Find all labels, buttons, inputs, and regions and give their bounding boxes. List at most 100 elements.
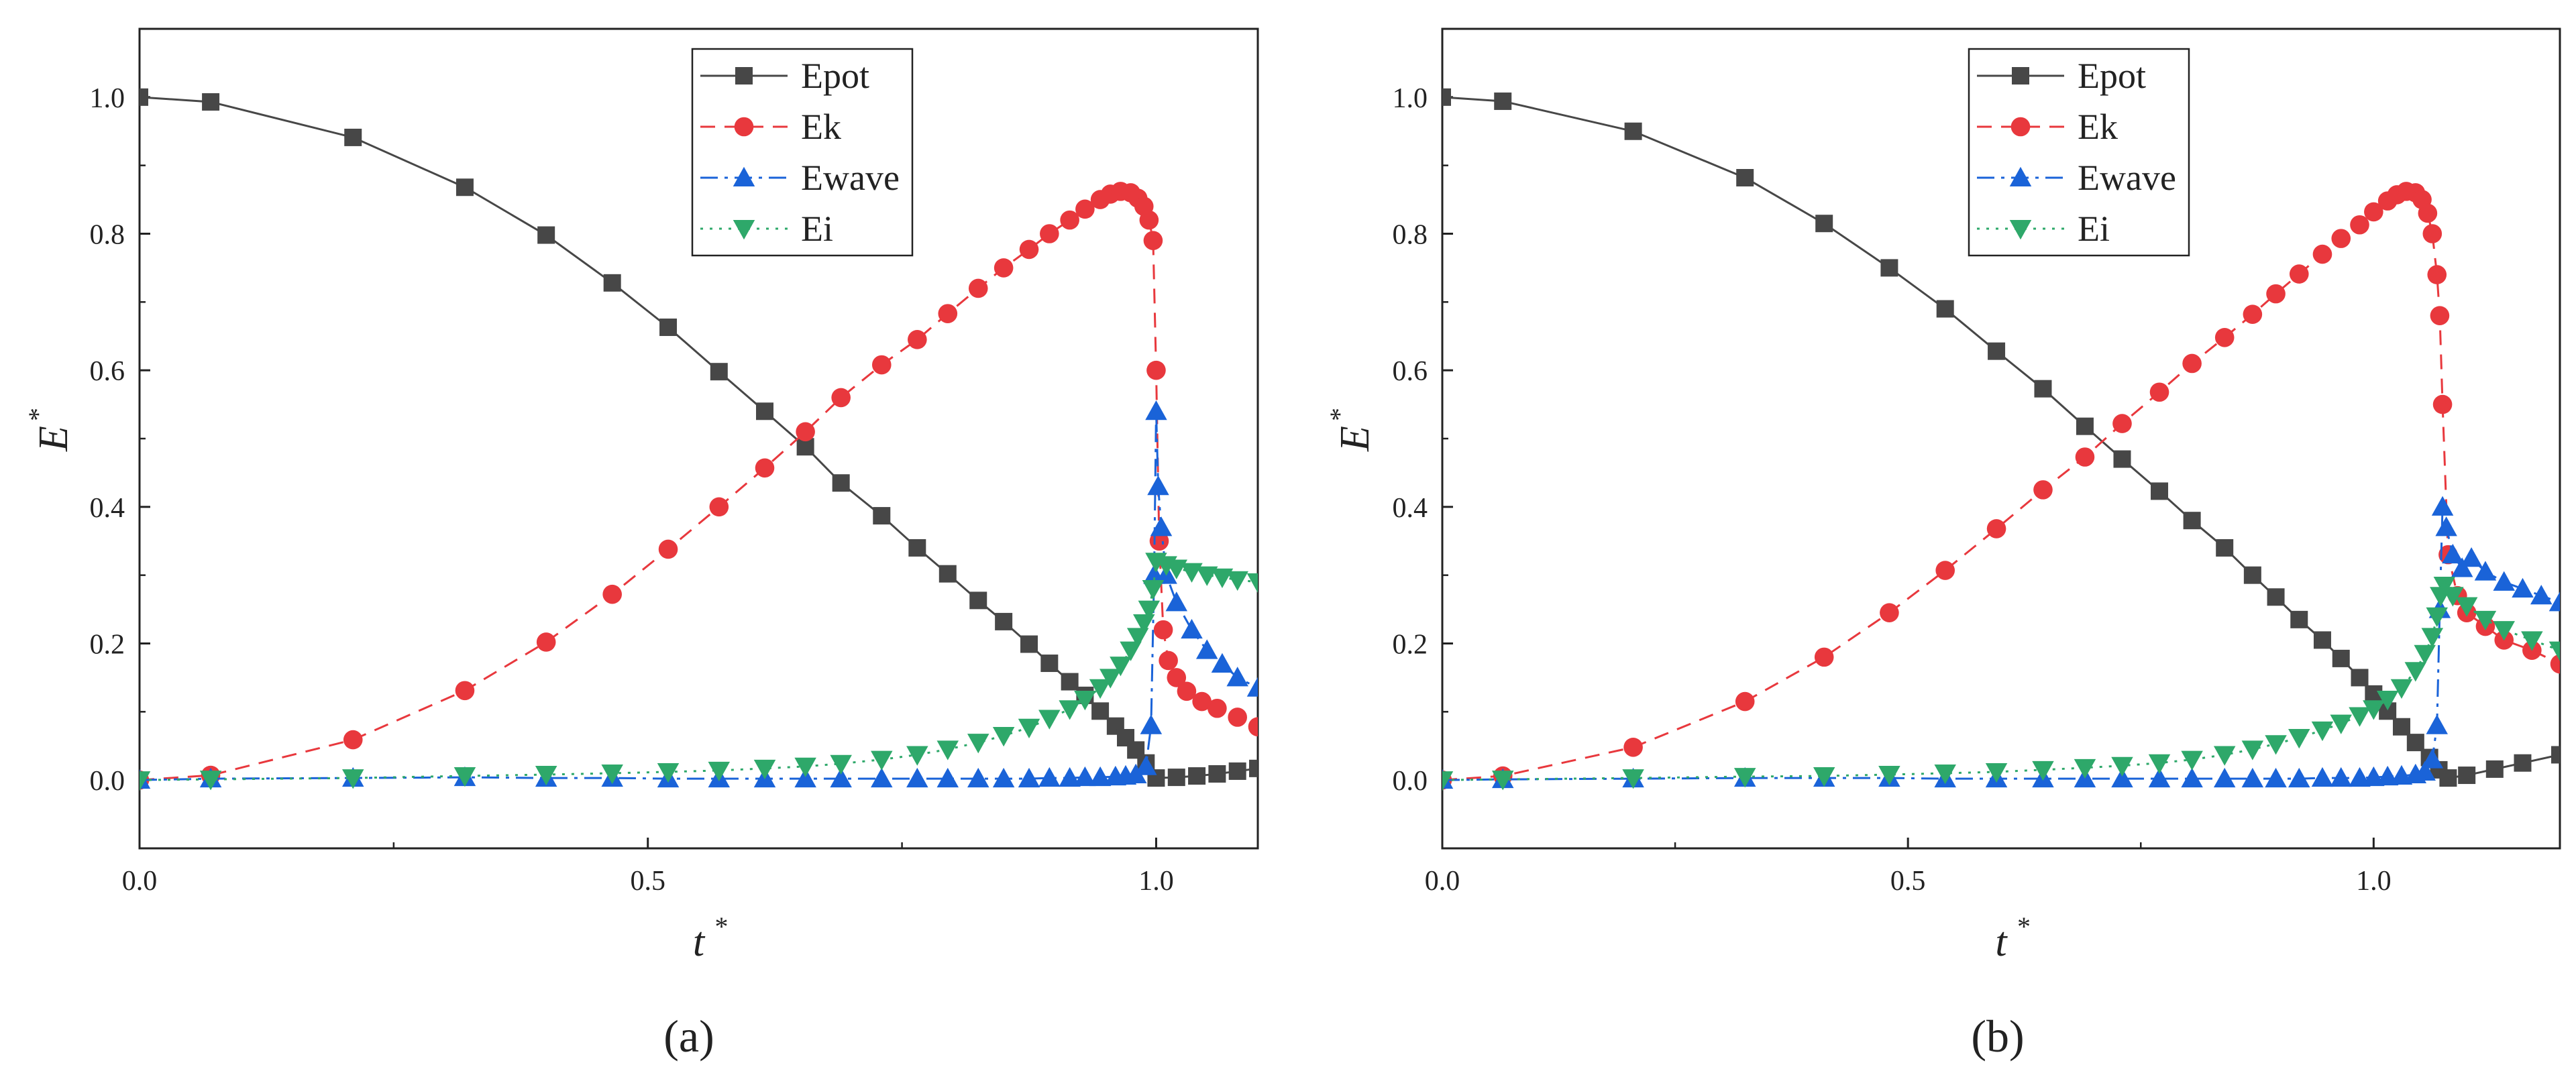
series-ei xyxy=(1442,576,2560,791)
y-tick-label: 1.0 xyxy=(90,83,125,114)
data-point-ek xyxy=(602,584,622,604)
data-point-ewave xyxy=(2435,516,2457,536)
data-point-epot xyxy=(2351,669,2369,687)
y-axis-title: E xyxy=(1332,426,1378,452)
y-tick-label: 0.0 xyxy=(1393,766,1428,797)
data-point-ei xyxy=(1878,766,1900,786)
data-point-ei xyxy=(2548,641,2560,661)
data-point-epot xyxy=(908,539,926,557)
data-point-ei xyxy=(1126,628,1149,648)
data-point-ei xyxy=(1211,568,1234,588)
data-point-ek xyxy=(1153,620,1173,640)
data-point-epot xyxy=(2267,588,2285,606)
legend-label-ek: Ek xyxy=(2078,107,2118,147)
data-point-ei xyxy=(199,771,222,791)
data-point-ek xyxy=(1248,717,1258,737)
data-point-ek xyxy=(1735,691,1755,712)
data-point-epot xyxy=(2034,380,2052,398)
data-point-ewave xyxy=(2111,767,2133,788)
data-point-epot xyxy=(873,507,891,525)
data-point-ewave xyxy=(1089,766,1112,787)
data-point-ewave xyxy=(1074,766,1096,787)
data-point-ek xyxy=(2243,304,2263,324)
data-point-ei xyxy=(1142,580,1165,600)
x-axis-title: t xyxy=(693,919,706,965)
data-point-ewave xyxy=(1038,767,1061,787)
data-point-ei xyxy=(753,759,776,780)
legend-label-epot: Epot xyxy=(2078,56,2146,96)
y-tick-label: 0.4 xyxy=(90,493,125,524)
y-tick-label: 0.2 xyxy=(90,630,125,661)
data-point-ek xyxy=(2364,202,2383,222)
data-point-ei xyxy=(1099,669,1122,689)
data-point-epot xyxy=(2551,746,2560,764)
data-point-ek xyxy=(938,304,958,323)
data-point-ek xyxy=(968,278,988,298)
data-point-ek xyxy=(2418,203,2438,223)
data-point-ek xyxy=(2432,394,2453,414)
legend: Epot Ek Ewave Ei xyxy=(691,48,914,257)
data-point-ewave xyxy=(1181,618,1203,639)
data-point-ewave xyxy=(2241,767,2264,788)
legend-marker-ei xyxy=(733,220,755,240)
data-point-ei xyxy=(2474,610,2497,631)
data-point-ei xyxy=(140,771,151,791)
data-point-epot xyxy=(2439,769,2457,787)
data-point-ewave xyxy=(1226,667,1248,687)
data-point-ei xyxy=(871,750,893,771)
data-point-ei xyxy=(794,757,816,778)
series-line-ei xyxy=(140,560,1258,781)
data-point-ek xyxy=(1167,668,1187,687)
x-tick-label: 0.0 xyxy=(122,866,158,897)
data-point-ei xyxy=(2311,721,2334,742)
x-tick-label: 0.5 xyxy=(630,866,665,897)
data-point-ewave xyxy=(1165,591,1188,612)
series-line-ewave xyxy=(1442,506,2560,781)
legend-marker-ek xyxy=(2010,117,2031,137)
data-point-ek xyxy=(1040,224,1059,243)
data-point-ei xyxy=(2376,691,2399,711)
data-point-ewave xyxy=(2512,577,2534,598)
data-point-ewave xyxy=(1195,639,1218,659)
data-point-ek xyxy=(871,355,892,375)
data-point-ei xyxy=(1110,657,1132,677)
data-point-ewave xyxy=(2265,767,2287,788)
data-point-epot xyxy=(1880,259,1898,277)
data-point-epot xyxy=(2216,539,2234,557)
data-point-ei xyxy=(2521,631,2543,651)
y-tick-label: 1.0 xyxy=(1393,83,1428,114)
data-point-ek xyxy=(1177,681,1197,701)
data-point-ei xyxy=(1622,769,1644,789)
data-point-ek xyxy=(1075,199,1095,219)
data-point-epot xyxy=(2113,450,2131,468)
data-point-epot xyxy=(1815,215,1833,233)
data-point-ek xyxy=(2312,244,2332,264)
data-point-epot xyxy=(2243,566,2261,584)
plot-area xyxy=(1442,88,2560,791)
data-point-ek xyxy=(1228,708,1247,727)
data-point-ewave xyxy=(2493,571,2515,591)
data-point-epot xyxy=(1020,635,1038,653)
x-tick-label: 1.0 xyxy=(1138,866,1174,897)
data-point-ei xyxy=(1074,691,1096,711)
data-point-ek xyxy=(2289,264,2309,284)
data-point-ek xyxy=(1208,698,1227,718)
data-point-ek xyxy=(1019,239,1039,260)
data-point-ek xyxy=(2182,353,2202,374)
data-point-ek xyxy=(2112,414,2132,433)
series-line-ewave xyxy=(140,411,1258,781)
y-axis-title-group: E* xyxy=(23,408,76,452)
data-point-epot xyxy=(202,93,220,111)
data-point-ewave xyxy=(1211,653,1234,673)
data-point-ewave xyxy=(1140,714,1163,734)
data-point-ewave xyxy=(2288,767,2310,788)
y-tick-label: 0.6 xyxy=(90,356,125,387)
legend-marker-ewave xyxy=(2009,166,2032,186)
data-point-ek xyxy=(2427,265,2447,284)
data-point-ei xyxy=(2330,714,2352,734)
data-point-ewave xyxy=(1059,767,1081,787)
data-point-epot xyxy=(1736,168,1754,186)
data-point-ewave xyxy=(2148,767,2171,788)
data-point-ei xyxy=(967,734,989,754)
data-point-epot xyxy=(2406,734,2424,752)
